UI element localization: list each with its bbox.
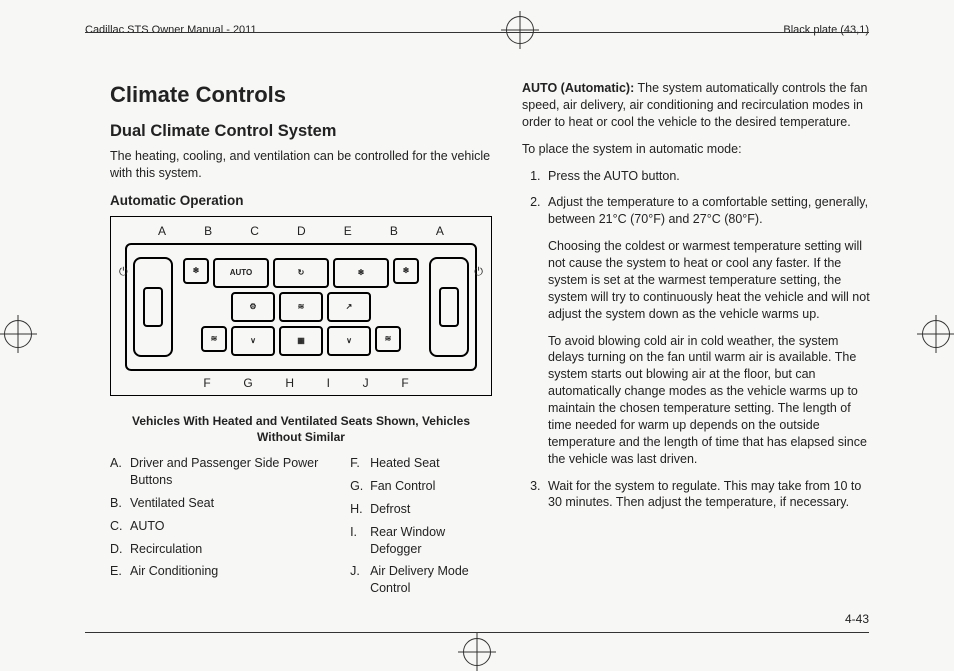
legend-item: E.Air Conditioning — [110, 563, 332, 580]
step-2-detail-1: Choosing the coldest or warmest temperat… — [548, 238, 874, 322]
vent-seat-icon: ❄ — [183, 258, 209, 284]
left-column: Climate Controls Dual Climate Control Sy… — [110, 80, 492, 618]
diagram-caption: Vehicles With Heated and Ventilated Seat… — [110, 414, 492, 445]
diag-label: A — [436, 223, 444, 239]
register-mark-bottom — [463, 638, 491, 666]
register-mark-left — [4, 320, 32, 348]
header-left: Cadillac STS Owner Manual - 2011 — [85, 24, 257, 36]
auto-btn: AUTO — [213, 258, 269, 288]
legend-item: A.Driver and Passenger Side Power Button… — [110, 455, 332, 489]
diag-label: I — [327, 375, 330, 391]
diagram-labels-bottom: F G H I J F — [117, 375, 485, 391]
driver-knob: ⏻ — [133, 257, 173, 357]
legend-col-right: F.Heated Seat G.Fan Control H.Defrost I.… — [350, 455, 492, 603]
mode-icon: ↗ — [327, 292, 371, 322]
center-buttons: ❄ AUTO ↻ ❄ ❄ ⚙ ≋ ↗ ≋ ∨ ▦ — [179, 254, 423, 360]
top-rule — [85, 32, 869, 33]
fan-down-icon: ∨ — [231, 326, 275, 356]
step-2: Adjust the temperature to a comfortable … — [544, 194, 874, 467]
legend-item: J.Air Delivery Mode Control — [350, 563, 492, 597]
diag-label: F — [203, 375, 210, 391]
power-icon: ⏻ — [474, 265, 483, 280]
diag-label: B — [390, 223, 398, 239]
diag-label: A — [158, 223, 166, 239]
legend: A.Driver and Passenger Side Power Button… — [110, 455, 492, 603]
diag-label: C — [250, 223, 259, 239]
legend-item: I.Rear Window Defogger — [350, 524, 492, 558]
header-right: Black plate (43,1) — [783, 24, 869, 36]
intro-text: The heating, cooling, and ventilation ca… — [110, 148, 492, 182]
section-title: Climate Controls — [110, 80, 492, 110]
page-number: 4-43 — [845, 612, 869, 626]
diag-label: B — [204, 223, 212, 239]
subheading: Automatic Operation — [110, 192, 492, 210]
legend-item: D.Recirculation — [110, 541, 332, 558]
page-content: Climate Controls Dual Climate Control Sy… — [110, 80, 874, 618]
register-mark-top — [506, 16, 534, 44]
auto-paragraph: AUTO (Automatic): The system automatical… — [522, 80, 874, 131]
diag-label: F — [401, 375, 408, 391]
control-panel: ⏻ ❄ AUTO ↻ ❄ ❄ ⚙ ≋ ↗ ≋ — [125, 243, 477, 371]
legend-item: F.Heated Seat — [350, 455, 492, 472]
rear-defog-icon: ▦ — [279, 326, 323, 356]
mode-down-icon: ∨ — [327, 326, 371, 356]
right-column: AUTO (Automatic): The system automatical… — [522, 80, 874, 618]
passenger-knob: ⏻ — [429, 257, 469, 357]
subsection-title: Dual Climate Control System — [110, 120, 492, 142]
steps-intro: To place the system in automatic mode: — [522, 141, 874, 158]
heat-seat-icon: ≋ — [201, 326, 227, 352]
steps-list: Press the AUTO button. Adjust the temper… — [522, 168, 874, 512]
defrost-icon: ≋ — [279, 292, 323, 322]
legend-item: C.AUTO — [110, 518, 332, 535]
print-header: Cadillac STS Owner Manual - 2011 Black p… — [85, 16, 869, 44]
climate-diagram: A B C D E B A ⏻ ❄ AUTO ↻ ❄ ❄ — [110, 216, 492, 396]
legend-item: H.Defrost — [350, 501, 492, 518]
ac-icon: ❄ — [333, 258, 389, 288]
step-2-detail-2: To avoid blowing cold air in cold weathe… — [548, 333, 874, 468]
power-icon: ⏻ — [119, 265, 128, 280]
diag-label: H — [285, 375, 294, 391]
diag-label: J — [363, 375, 369, 391]
diag-label: E — [344, 223, 352, 239]
diag-label: D — [297, 223, 306, 239]
register-mark-right — [922, 320, 950, 348]
auto-label: AUTO (Automatic): — [522, 81, 634, 95]
legend-item: B.Ventilated Seat — [110, 495, 332, 512]
diag-label: G — [243, 375, 252, 391]
fan-icon: ⚙ — [231, 292, 275, 322]
diagram-labels-top: A B C D E B A — [117, 223, 485, 239]
legend-item: G.Fan Control — [350, 478, 492, 495]
recirc-icon: ↻ — [273, 258, 329, 288]
legend-col-left: A.Driver and Passenger Side Power Button… — [110, 455, 332, 603]
heat-seat-icon: ≋ — [375, 326, 401, 352]
step-1: Press the AUTO button. — [544, 168, 874, 185]
vent-seat-icon: ❄ — [393, 258, 419, 284]
step-3: Wait for the system to regulate. This ma… — [544, 478, 874, 512]
